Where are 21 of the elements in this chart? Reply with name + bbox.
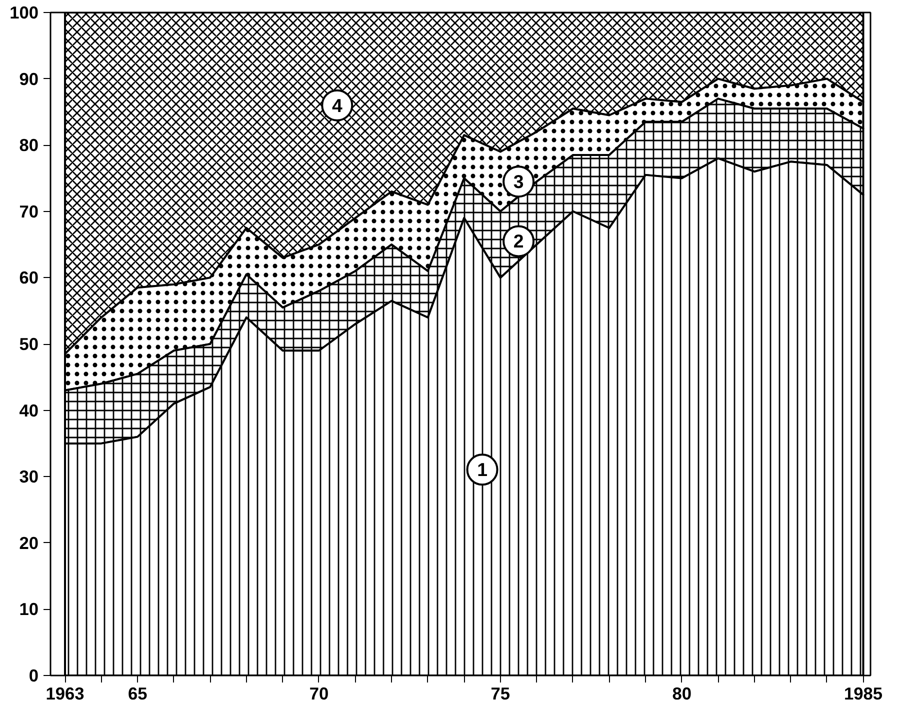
y-tick-label: 70 [19, 201, 39, 222]
series-label: 1 [477, 459, 488, 480]
y-tick-label: 0 [28, 666, 39, 686]
y-tick-label: 100 [10, 2, 39, 22]
x-tick-label: 1963 [46, 684, 85, 704]
y-tick-label: 40 [19, 400, 39, 420]
y-tick-label: 10 [19, 599, 39, 620]
x-tick-label: 70 [309, 684, 329, 704]
series-label: 3 [513, 171, 524, 192]
y-tick-label: 50 [19, 334, 39, 354]
x-tick-label: 80 [672, 684, 692, 704]
series-label: 4 [332, 94, 343, 116]
x-tick-label: 75 [490, 684, 510, 704]
series-label: 2 [513, 230, 524, 252]
y-tick-label: 60 [19, 268, 39, 288]
x-tick-label: 1985 [844, 684, 883, 704]
y-tick-label: 20 [19, 532, 39, 553]
y-tick-label: 80 [19, 135, 39, 156]
y-tick-label: 30 [19, 466, 39, 487]
x-tick-label: 65 [128, 684, 148, 704]
y-tick-label: 90 [19, 68, 39, 89]
